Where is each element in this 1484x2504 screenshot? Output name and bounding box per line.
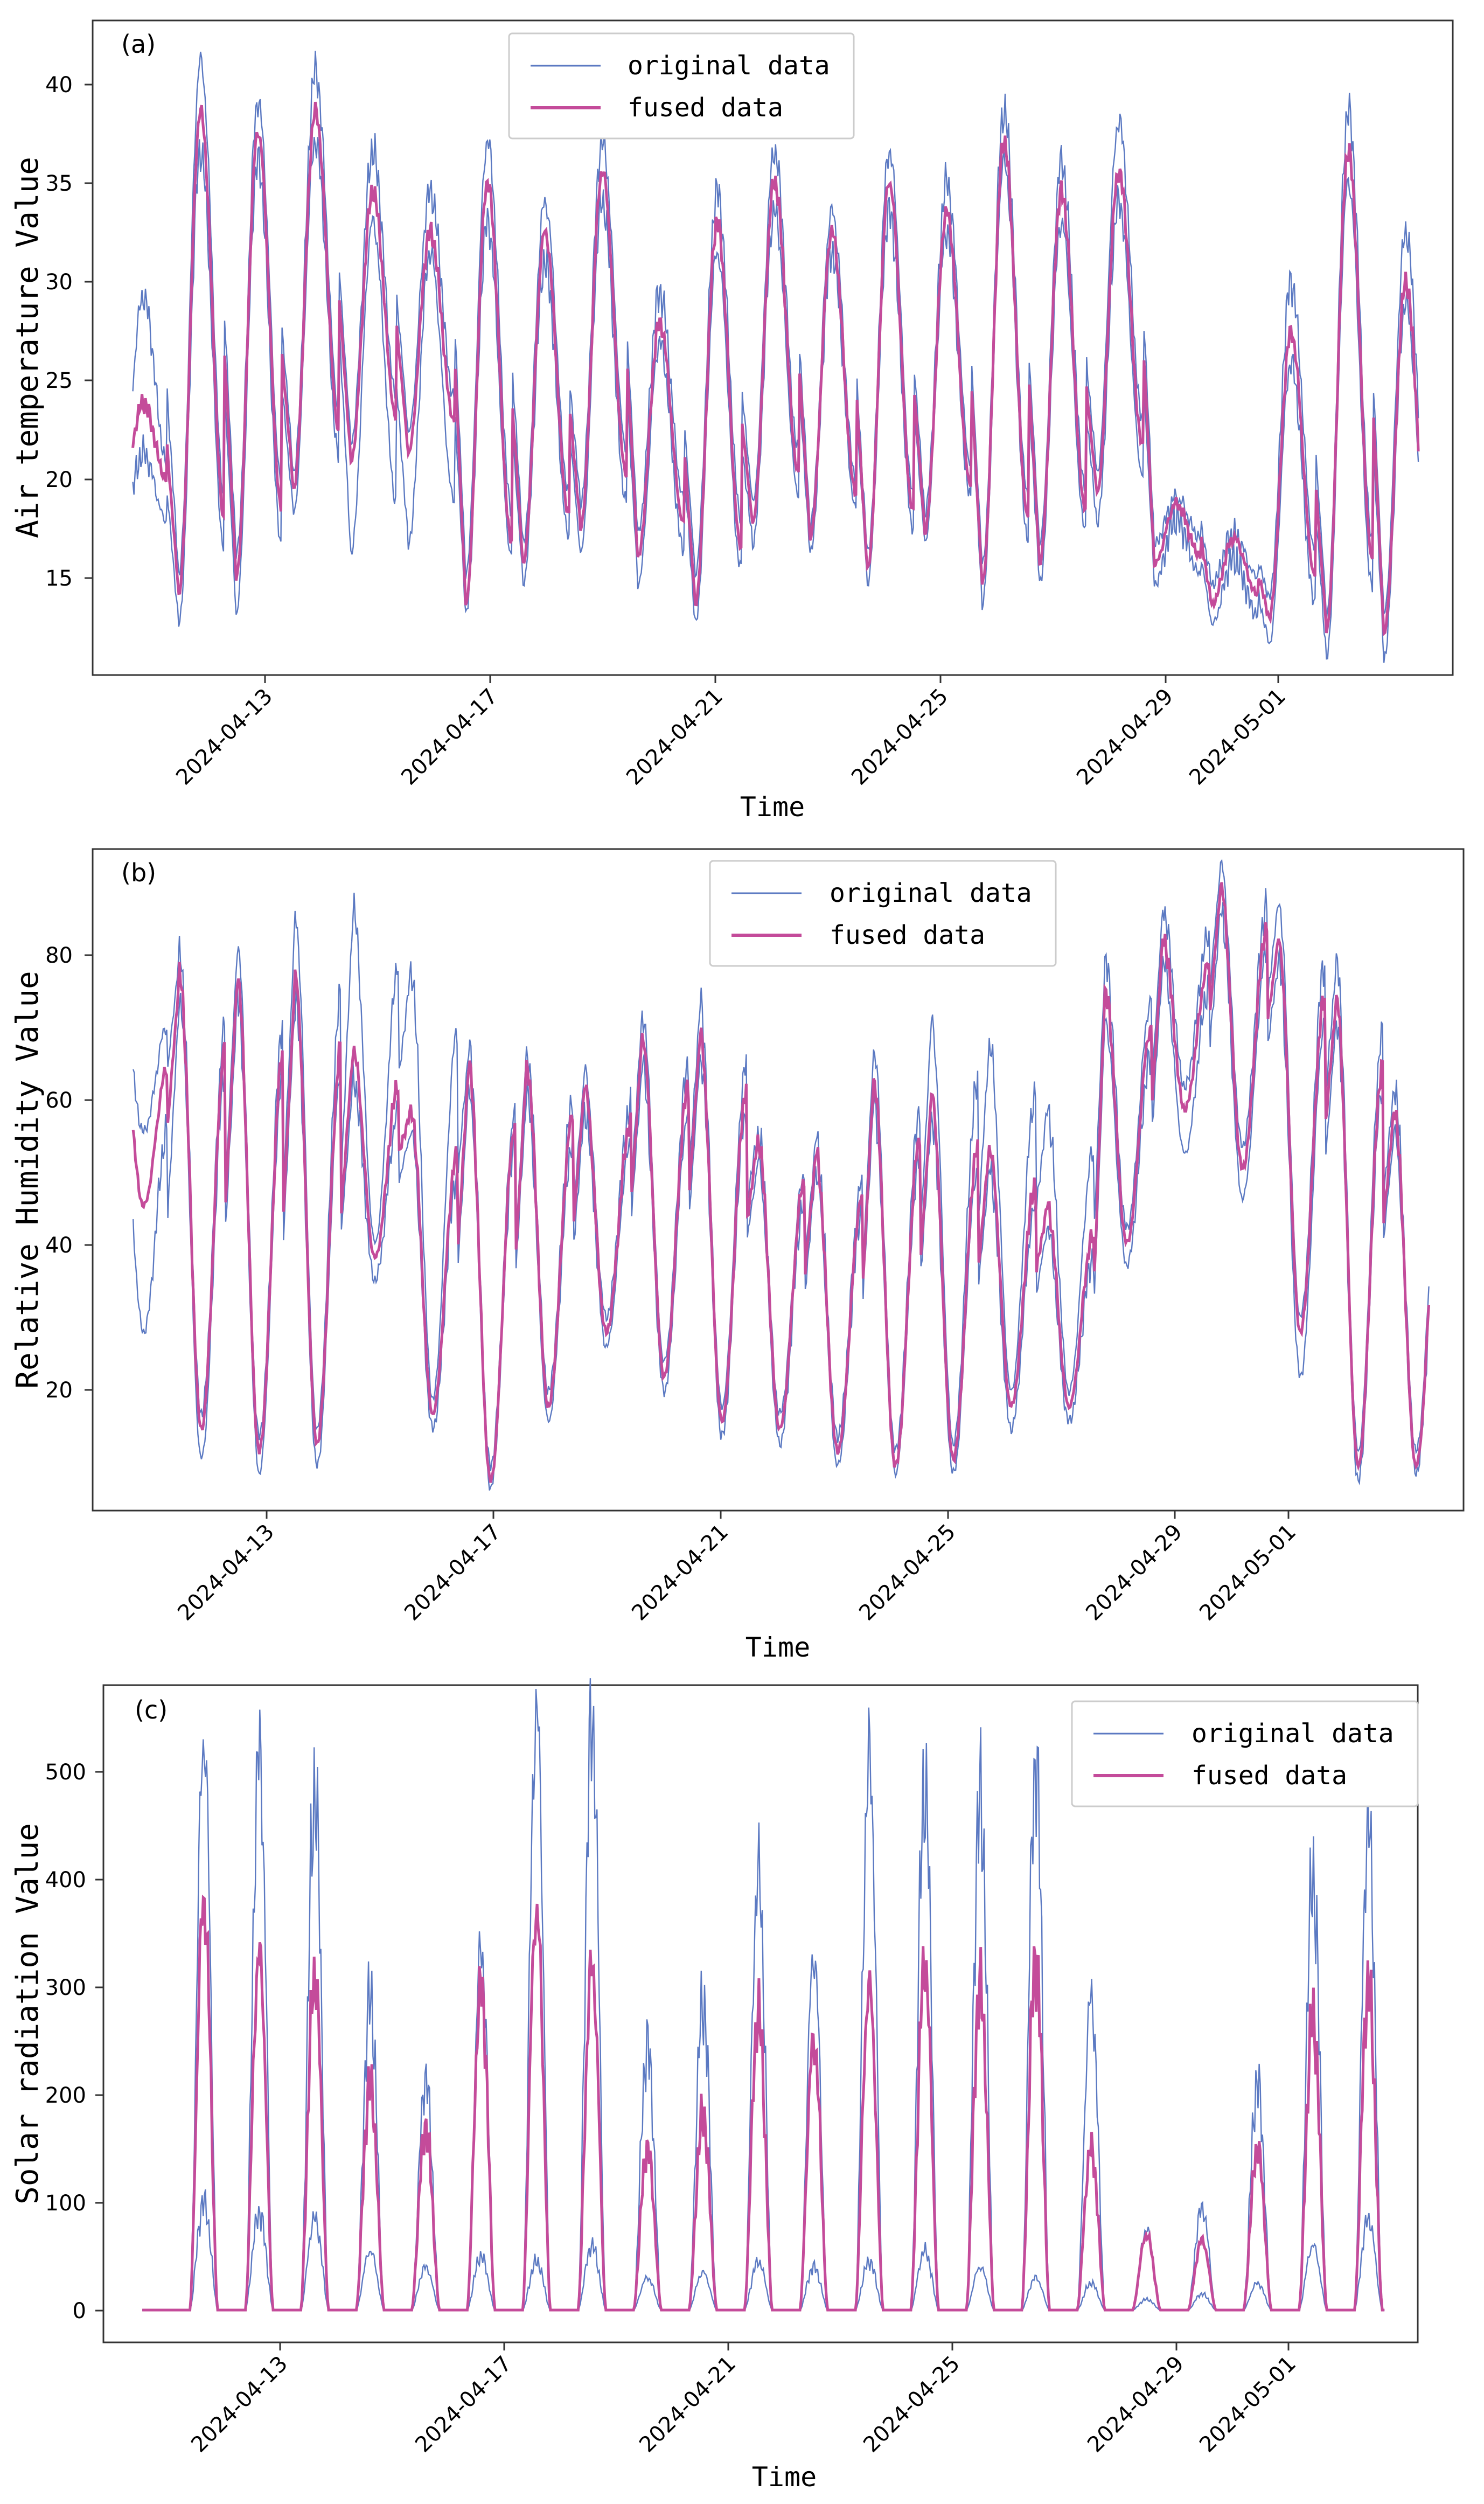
- panel-b-original-data-low: [133, 902, 1430, 1491]
- panel-b-fused-data: [131, 882, 1431, 1483]
- panel-b-series: [131, 859, 1431, 1491]
- panel-b-legend: original data fused data: [709, 860, 1057, 967]
- panel-a-y-ticks: 15 20 25 30 35 40: [45, 73, 93, 591]
- panel-b-y-ticks: 20 40 60 80: [45, 943, 93, 1403]
- y-tick-label: 200: [45, 2083, 86, 2108]
- y-tick-label: 25: [45, 368, 73, 393]
- panel-a-label: (a): [121, 30, 156, 59]
- y-tick-label: 20: [45, 468, 73, 492]
- x-tick-label: 2024-04-25: [847, 684, 953, 790]
- legend-box: [1071, 1700, 1419, 1807]
- x-tick-label: 2024-04-13: [171, 684, 277, 790]
- panel-a-plot-frame: [92, 19, 1454, 676]
- panel-a-legend: original data fused data: [508, 32, 855, 140]
- panel-c-label: (c): [135, 1695, 168, 1724]
- x-tick-label: 2024-04-29: [1081, 1520, 1187, 1626]
- x-tick-label: 2024-04-29: [1083, 2352, 1189, 2458]
- panel-b-y-axis-title: Relative Humidity Value: [10, 971, 45, 1388]
- panel-a-x-axis-title: Time: [740, 791, 805, 823]
- panel-a-x-ticks: 2024-04-13 2024-04-17 2024-04-21 2024-04…: [171, 675, 1291, 790]
- y-tick-label: 80: [45, 943, 73, 968]
- panel-a-series: [131, 51, 1420, 663]
- x-tick-label: 2024-04-21: [635, 2352, 741, 2458]
- y-tick-label: 35: [45, 171, 73, 196]
- x-tick-label: 2024-04-21: [627, 1520, 733, 1626]
- panel-c-x-axis-title: Time: [752, 2461, 817, 2493]
- y-tick-label: 40: [45, 1233, 73, 1258]
- panel-b-label: (b): [121, 858, 156, 887]
- y-tick-label: 400: [45, 1868, 86, 1893]
- x-tick-label: 2024-04-17: [400, 1520, 506, 1626]
- panel-b-x-ticks: 2024-04-13 2024-04-17 2024-04-21 2024-04…: [173, 1511, 1301, 1625]
- y-tick-label: 30: [45, 270, 73, 295]
- x-tick-label: 2024-04-25: [854, 1520, 960, 1626]
- panel-a-y-axis-title: Air temperature Value: [10, 157, 45, 538]
- y-tick-label: 0: [73, 2299, 86, 2324]
- y-tick-label: 300: [45, 1976, 86, 2000]
- y-tick-label: 20: [45, 1378, 73, 1403]
- panel-c-y-ticks: 0 100 200 300 400 500: [45, 1760, 103, 2324]
- x-tick-label: 2024-04-17: [410, 2352, 517, 2458]
- legend-fused-label: fused data: [1192, 1761, 1347, 1791]
- legend-original-label: original data: [830, 878, 1032, 908]
- panel-a: (a) 15 20 25 30 35 40 2024-04-13 2024-04…: [10, 19, 1454, 823]
- x-tick-label: 2024-04-25: [859, 2352, 965, 2458]
- x-tick-label: 2024-04-13: [186, 2352, 292, 2458]
- panel-c-y-axis-title: Solar radiation Value: [10, 1823, 45, 2204]
- panel-a-fused-data: [131, 101, 1420, 637]
- panel-c-series: [142, 1678, 1385, 2312]
- y-tick-label: 40: [45, 73, 73, 98]
- panel-b-original-data-high: [133, 859, 1430, 1471]
- legend-fused-label: fused data: [830, 920, 985, 950]
- panel-b: (b) 20 40 60 80 2024-04-13 2024-04-17 20…: [10, 848, 1465, 1663]
- panel-b-x-axis-title: Time: [746, 1632, 810, 1663]
- panel-a-original-data-low: [132, 137, 1419, 663]
- x-tick-label: 2024-05-01: [1195, 2352, 1301, 2458]
- panel-c-x-ticks: 2024-04-13 2024-04-17 2024-04-21 2024-04…: [186, 2342, 1301, 2457]
- panel-c: (c) 0 100 200 300 400 500 2024-04-13 202…: [10, 1678, 1419, 2493]
- panel-c-legend: original data fused data: [1071, 1700, 1419, 1807]
- y-tick-label: 100: [45, 2191, 86, 2216]
- x-tick-label: 2024-05-01: [1185, 684, 1291, 790]
- x-tick-label: 2024-04-21: [622, 684, 728, 790]
- legend-original-label: original data: [628, 51, 830, 81]
- legend-original-label: original data: [1192, 1719, 1394, 1749]
- y-tick-label: 60: [45, 1088, 73, 1113]
- x-tick-label: 2024-04-13: [173, 1520, 279, 1626]
- x-tick-label: 2024-04-29: [1072, 684, 1178, 790]
- legend-fused-label: fused data: [628, 93, 783, 123]
- x-tick-label: 2024-04-17: [396, 684, 503, 790]
- legend-box: [709, 860, 1057, 967]
- panel-c-fused-data: [142, 1894, 1385, 2312]
- y-tick-label: 500: [45, 1760, 86, 1785]
- panel-c-plot-frame: [102, 1684, 1419, 2343]
- y-tick-label: 15: [45, 566, 73, 591]
- panel-b-plot-frame: [92, 848, 1465, 1512]
- x-tick-label: 2024-05-01: [1195, 1520, 1301, 1626]
- legend-box: [508, 32, 855, 140]
- panel-a-original-data-high: [132, 51, 1419, 618]
